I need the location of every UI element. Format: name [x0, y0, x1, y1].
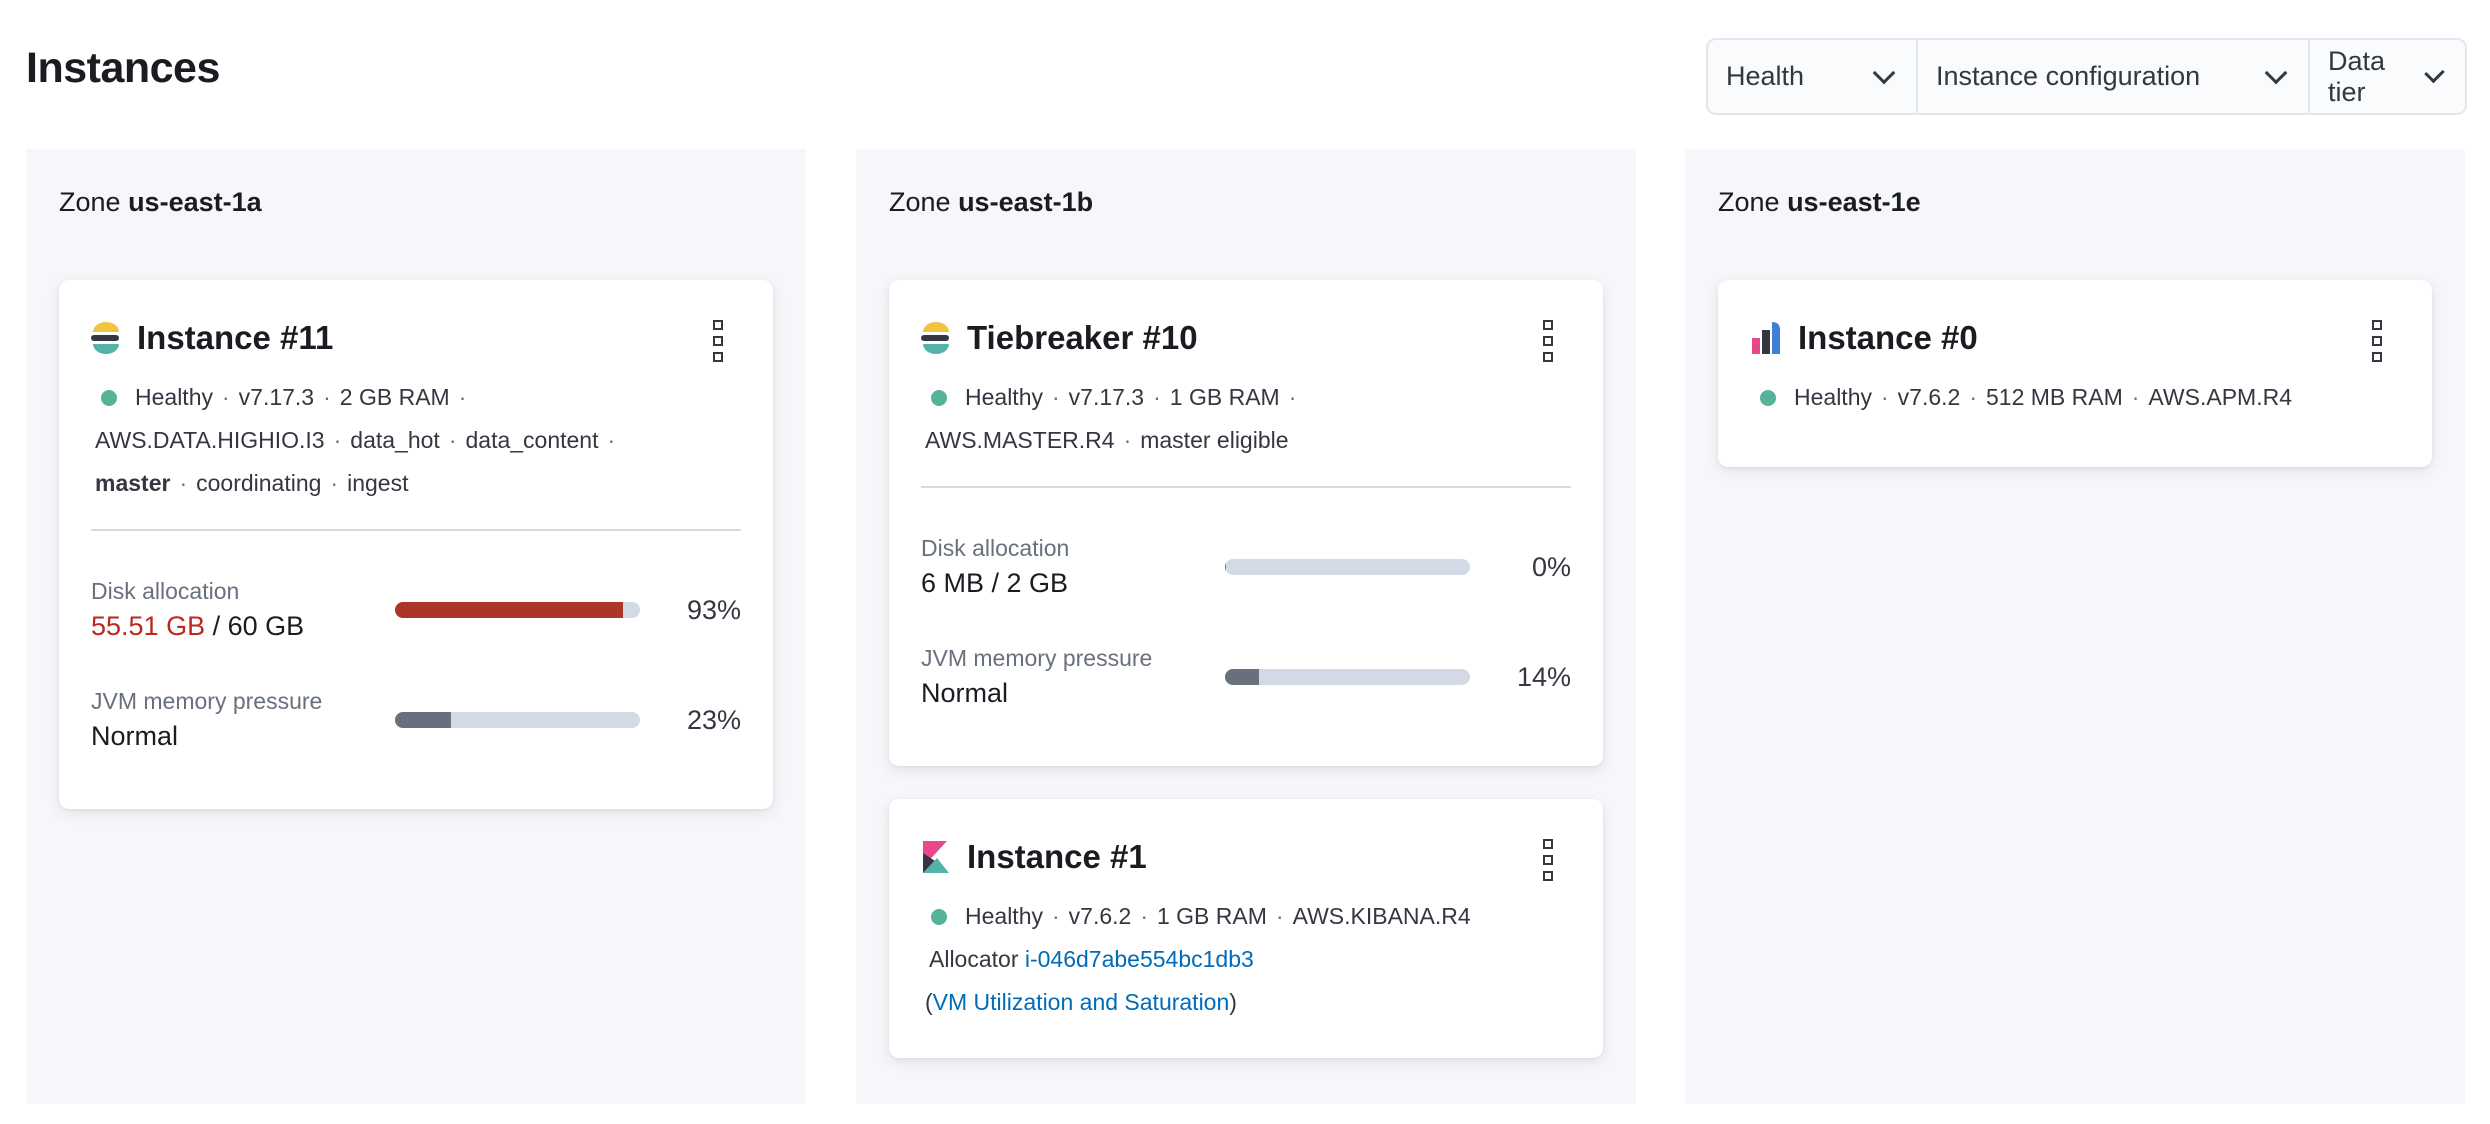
instance-config: AWS.KIBANA.R4 [1292, 903, 1471, 929]
role: data_hot [350, 427, 440, 453]
instance-card: Tiebreaker #10 Healthy · v7.17.3 · 1 GB RAM ·… [889, 280, 1603, 766]
jvm-memory-pressure: JVM memory pressure Normal 23% [91, 665, 741, 775]
health-dot-icon [1760, 390, 1776, 406]
progress-fill [1225, 559, 1227, 575]
metric-label: Disk allocation [91, 578, 240, 604]
elasticsearch-logo-icon [91, 322, 119, 354]
more-actions-icon[interactable] [2372, 320, 2384, 362]
more-actions-icon[interactable] [1543, 839, 1555, 881]
progress-fill [1225, 669, 1260, 685]
ram: 1 GB RAM [1156, 903, 1267, 929]
instance-card: Instance #11 Healthy · v7.17.3 · 2 GB RAM · A… [59, 280, 773, 809]
jvm-memory-pressure: JVM memory pressure Normal 14% [921, 622, 1571, 732]
role-master: master [95, 470, 171, 496]
disk-total: / 60 GB [212, 611, 305, 641]
elasticsearch-logo-icon [921, 322, 949, 354]
version: v7.6.2 [1068, 903, 1132, 929]
disk-allocation: Disk allocation 6 MB / 2 GB 0% [921, 512, 1571, 622]
instance-config: AWS.MASTER.R4 [925, 427, 1115, 453]
allocator-label: Allocator [929, 946, 1019, 972]
version: v7.17.3 [1068, 384, 1145, 410]
filter-data-tier[interactable]: Data tier [2310, 40, 2465, 113]
zone-prefix: Zone [889, 187, 951, 217]
more-actions-icon[interactable] [1543, 320, 1555, 362]
more-actions-icon[interactable] [713, 320, 725, 362]
card-title: Instance #11 [137, 319, 334, 356]
metric-label: JVM memory pressure [921, 645, 1153, 671]
zone-label: Zone us-east-1a [59, 187, 773, 227]
percent: 23% [686, 704, 741, 735]
allocator-link[interactable]: i-046d7abe554bc1db3 [1024, 946, 1254, 972]
progress-bar [1225, 559, 1470, 575]
health-dot-icon [101, 390, 117, 406]
zone-panel: Zone us-east-1a Instance #11 Healthy · v7.… [26, 149, 806, 1104]
progress-fill [395, 602, 623, 618]
ram: 512 MB RAM [1985, 384, 2123, 410]
role: coordinating [196, 470, 322, 496]
filter-group: Health Instance configuration Data tier [1706, 38, 2467, 115]
divider [921, 486, 1571, 488]
status-text: Healthy [135, 384, 213, 410]
disk-allocation: Disk allocation 55.51 GB / 60 GB 93% [91, 555, 741, 665]
chevron-down-icon [2264, 61, 2288, 84]
filter-label: Health [1726, 61, 1805, 91]
card-title: Instance #0 [1798, 319, 1978, 356]
vm-utilization-link[interactable]: VM Utilization and Saturation [932, 989, 1230, 1015]
zone-name: us-east-1a [128, 187, 262, 217]
zone-label: Zone us-east-1e [1718, 187, 2432, 227]
instance-card: Instance #0 Healthy · v7.6.2 · 512 MB RAM · AW… [1718, 280, 2432, 467]
page-title: Instances [26, 44, 220, 92]
health-dot-icon [931, 909, 947, 925]
chevron-down-icon [2424, 62, 2445, 83]
zone-label: Zone us-east-1b [889, 187, 1603, 227]
disk-used: 55.51 GB [91, 611, 206, 641]
instance-meta: Healthy · v7.6.2 · 512 MB RAM · AWS.APM.R4 [1750, 376, 2400, 419]
filter-health[interactable]: Health [1708, 40, 1918, 113]
zone-panel: Zone us-east-1e Instance #0 Healthy · v7.6… [1685, 149, 2465, 1104]
instance-meta: Healthy · v7.6.2 · 1 GB RAM · AWS.KIBANA.R4 Al… [925, 903, 1471, 1015]
instance-meta: Healthy · v7.17.3 · 1 GB RAM · AWS.MASTER.R4 ·… [925, 384, 1297, 453]
zone-name: us-east-1e [1787, 187, 1921, 217]
metric-label: JVM memory pressure [91, 688, 323, 714]
version: v7.6.2 [1897, 384, 1961, 410]
instance-card: Instance #1 Healthy · v7.6.2 · 1 GB RAM · AWS.… [889, 799, 1603, 1058]
progress-bar [395, 712, 640, 728]
metric-label: Disk allocation [921, 535, 1070, 561]
percent: 0% [1531, 551, 1571, 582]
metric-value: 6 MB / 2 GB [921, 568, 1069, 598]
filter-instance-configuration[interactable]: Instance configuration [1918, 40, 2310, 113]
zone-panel: Zone us-east-1b Tiebreaker #10 Healthy · v… [856, 149, 1636, 1104]
percent: 93% [686, 594, 741, 625]
instance-config: AWS.DATA.HIGHIO.I3 [95, 427, 325, 453]
chevron-down-icon [1872, 61, 1896, 84]
percent: 14% [1516, 661, 1571, 692]
health-dot-icon [931, 390, 947, 406]
ram: 1 GB RAM [1169, 384, 1280, 410]
metric-value: Normal [91, 721, 179, 751]
instance-config: AWS.APM.R4 [2148, 384, 2292, 410]
filter-label: Instance configuration [1936, 61, 2201, 91]
zone-prefix: Zone [1718, 187, 1780, 217]
metric-value: Normal [921, 678, 1009, 708]
apm-logo-icon [1752, 322, 1780, 354]
zone-name: us-east-1b [958, 187, 1094, 217]
card-title: Instance #1 [967, 838, 1147, 875]
progress-bar [1225, 669, 1470, 685]
role: data_content [465, 427, 599, 453]
role: ingest [347, 470, 409, 496]
filter-label: Data tier [2328, 45, 2386, 107]
ram: 2 GB RAM [339, 384, 450, 410]
card-title: Tiebreaker #10 [967, 319, 1198, 356]
kibana-logo-icon [923, 841, 949, 873]
status-text: Healthy [965, 384, 1043, 410]
status-text: Healthy [1794, 384, 1872, 410]
version: v7.17.3 [238, 384, 315, 410]
divider [91, 529, 741, 531]
progress-fill [395, 712, 452, 728]
role: master eligible [1140, 427, 1289, 453]
instance-meta: Healthy · v7.17.3 · 2 GB RAM · AWS.DATA.HIGHI… [95, 384, 616, 496]
zone-prefix: Zone [59, 187, 121, 217]
status-text: Healthy [965, 903, 1043, 929]
progress-bar [395, 602, 640, 618]
